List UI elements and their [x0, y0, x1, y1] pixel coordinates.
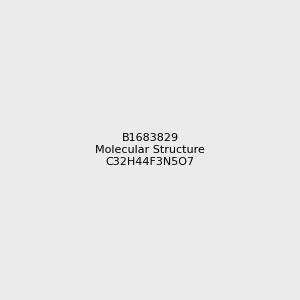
Text: B1683829
Molecular Structure
C32H44F3N5O7: B1683829 Molecular Structure C32H44F3N5O… [95, 134, 205, 166]
